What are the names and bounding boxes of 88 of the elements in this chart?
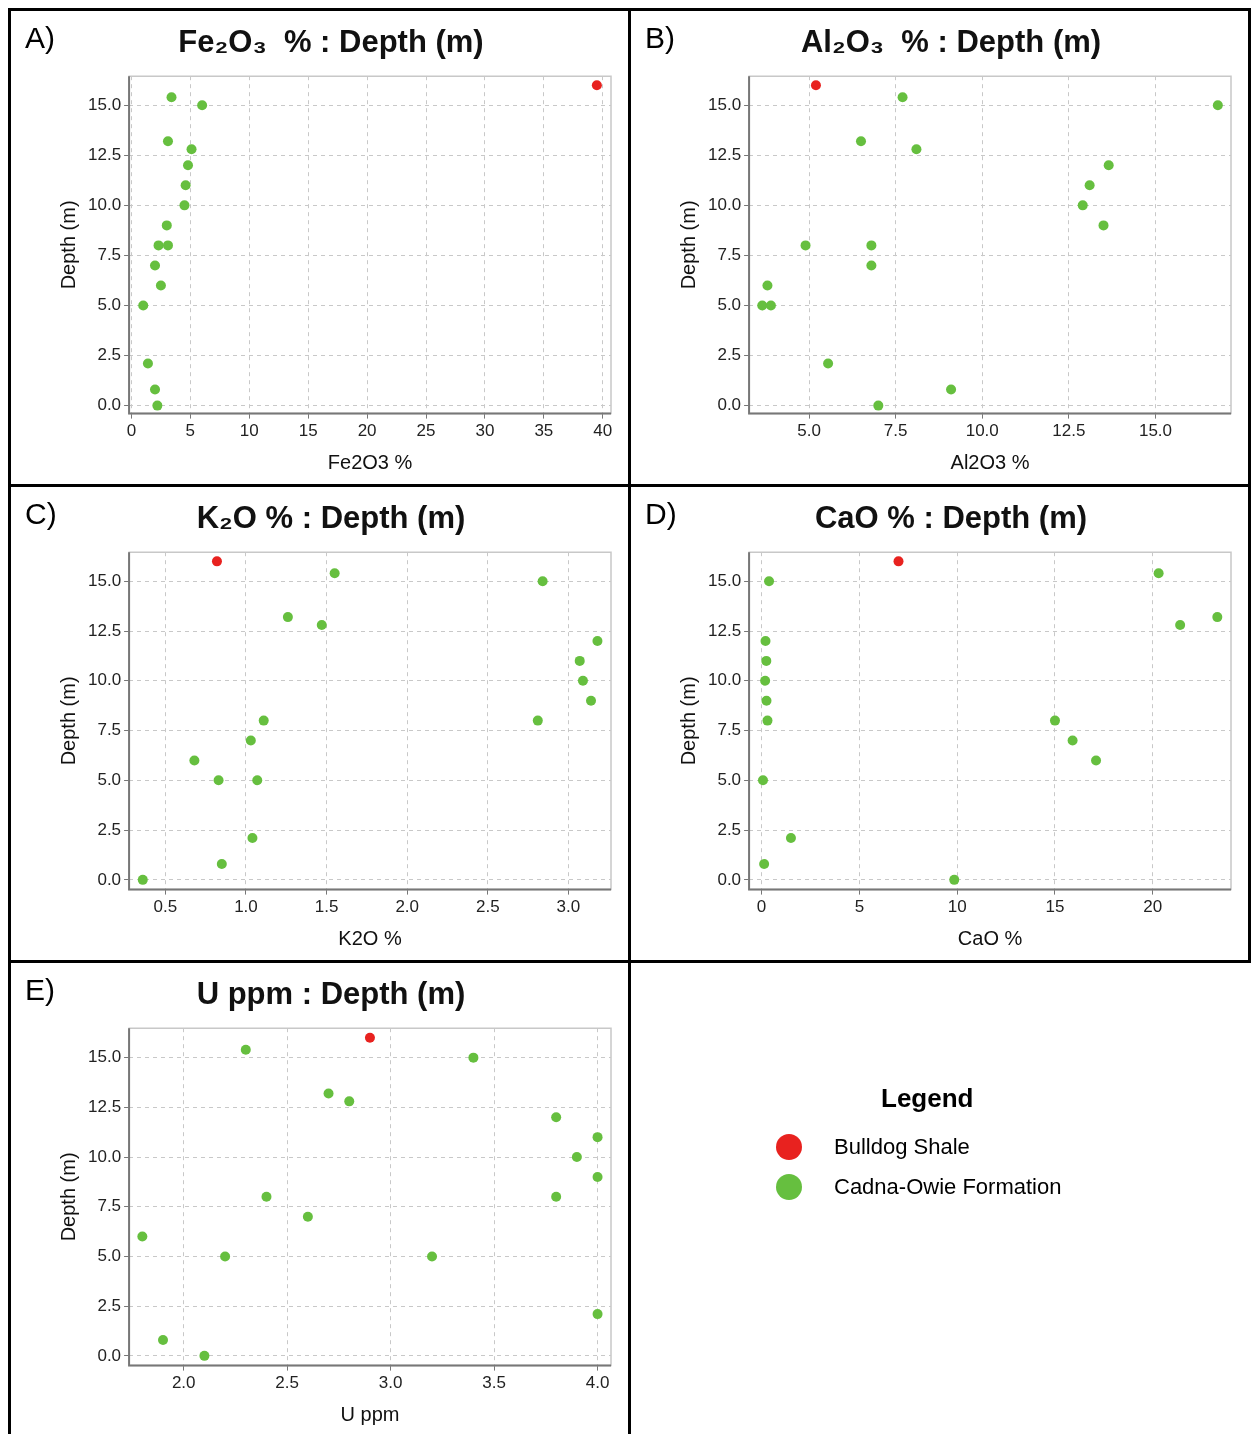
y-tick-label: 12.5 [707, 144, 742, 164]
y-tick-label: 5.0 [97, 295, 122, 315]
y-tick-label: 15.0 [87, 570, 122, 590]
chart-title: K₂O % : Depth (m) [196, 500, 466, 536]
chart-title: U ppm : Depth (m) [196, 976, 466, 1012]
y-tick-label: 10.0 [87, 670, 122, 690]
y-tick-label: 2.5 [97, 345, 122, 365]
x-axis-title: Al2O3 % [950, 450, 1030, 473]
y-axis-title: Depth (m) [56, 1152, 79, 1242]
y-tick-label: 12.5 [707, 620, 742, 640]
text: D) [645, 497, 677, 531]
y-tick-label: 7.5 [97, 720, 122, 740]
y-tick-label: 15.0 [707, 94, 742, 114]
x-tick-label: 12.5 [1052, 421, 1086, 441]
legend-title: Legend [881, 1083, 975, 1114]
y-tick-label: 5.0 [717, 770, 742, 790]
y-tick-label: 7.5 [97, 245, 122, 265]
text: B) [645, 21, 675, 55]
y-tick-label: 15.0 [707, 570, 742, 590]
x-tick-label: 20 [357, 421, 377, 441]
x-tick-label: 2.0 [395, 897, 420, 917]
x-tick-label: 0 [756, 897, 767, 917]
y-tick-label: 15.0 [87, 1047, 122, 1067]
y-tick-label: 10.0 [707, 195, 742, 215]
chart-title: CaO % : Depth (m) [814, 500, 1088, 536]
x-tick-label: 4.0 [585, 1373, 610, 1393]
y-tick-label: 10.0 [87, 1146, 122, 1166]
x-tick-label: 15 [298, 421, 318, 441]
y-tick-label: 0.0 [97, 869, 122, 889]
y-axis-title: Depth (m) [676, 676, 699, 766]
x-tick-label: 10 [947, 897, 967, 917]
y-tick-label: 2.5 [97, 819, 122, 839]
x-axis-title: U ppm [340, 1402, 400, 1425]
chart-title: Al₂O₃ % : Depth (m) [800, 24, 1102, 60]
y-tick-label: 0.0 [97, 395, 122, 415]
y-tick-label: 10.0 [707, 670, 742, 690]
y-tick-label: 5.0 [97, 770, 122, 790]
x-tick-label: 10.0 [965, 421, 999, 441]
y-tick-label: 12.5 [87, 1097, 122, 1117]
y-tick-label: 5.0 [717, 295, 742, 315]
legend-label: Cadna-Owie Formation [834, 1174, 1062, 1200]
y-tick-label: 0.0 [717, 395, 742, 415]
x-tick-label: 40 [593, 421, 613, 441]
y-tick-label: 2.5 [717, 345, 742, 365]
y-axis-title: Depth (m) [56, 200, 79, 290]
y-axis-title: Depth (m) [676, 200, 699, 290]
y-tick-label: 2.5 [97, 1295, 122, 1315]
x-tick-label: 1.5 [314, 897, 339, 917]
x-tick-label: 25 [416, 421, 436, 441]
x-axis-title: Fe2O3 % [327, 450, 413, 473]
x-tick-label: 3.0 [378, 1373, 403, 1393]
x-tick-label: 5.0 [797, 421, 821, 441]
y-axis-title: Depth (m) [56, 676, 79, 766]
y-tick-label: 12.5 [87, 144, 122, 164]
x-tick-label: 15 [1045, 897, 1065, 917]
x-tick-label: 20 [1143, 897, 1163, 917]
y-tick-label: 7.5 [717, 245, 742, 265]
x-axis-title: CaO % [957, 926, 1023, 949]
chart-title: Fe₂O₃ % : Depth (m) [178, 24, 484, 60]
x-tick-label: 30 [475, 421, 495, 441]
x-tick-label: 1.0 [234, 897, 258, 917]
x-tick-label: 5 [185, 421, 196, 441]
y-tick-label: 15.0 [87, 94, 122, 114]
y-tick-label: 0.0 [97, 1345, 122, 1365]
y-tick-label: 7.5 [97, 1196, 122, 1216]
text: A) [25, 21, 55, 55]
x-tick-label: 0 [126, 421, 137, 441]
x-tick-label: 35 [534, 421, 554, 441]
x-tick-label: 2.5 [275, 1373, 299, 1393]
x-tick-label: 5 [854, 897, 865, 917]
text: E) [25, 973, 55, 1007]
text: C) [25, 497, 57, 531]
x-tick-label: 2.5 [476, 897, 500, 917]
x-tick-label: 0.5 [153, 897, 178, 917]
legend-label: Bulldog Shale [834, 1134, 970, 1160]
x-tick-label: 15.0 [1138, 421, 1173, 441]
y-tick-label: 5.0 [97, 1246, 122, 1266]
y-tick-label: 10.0 [87, 195, 122, 215]
x-tick-label: 10 [239, 421, 259, 441]
y-tick-label: 12.5 [87, 620, 122, 640]
x-tick-label: 2.0 [171, 1373, 196, 1393]
x-tick-label: 7.5 [883, 421, 908, 441]
y-tick-label: 0.0 [717, 869, 742, 889]
y-tick-label: 2.5 [717, 819, 742, 839]
y-tick-label: 7.5 [717, 720, 742, 740]
x-tick-label: 3.0 [556, 897, 581, 917]
x-tick-label: 3.5 [482, 1373, 506, 1393]
x-axis-title: K2O % [338, 926, 402, 949]
